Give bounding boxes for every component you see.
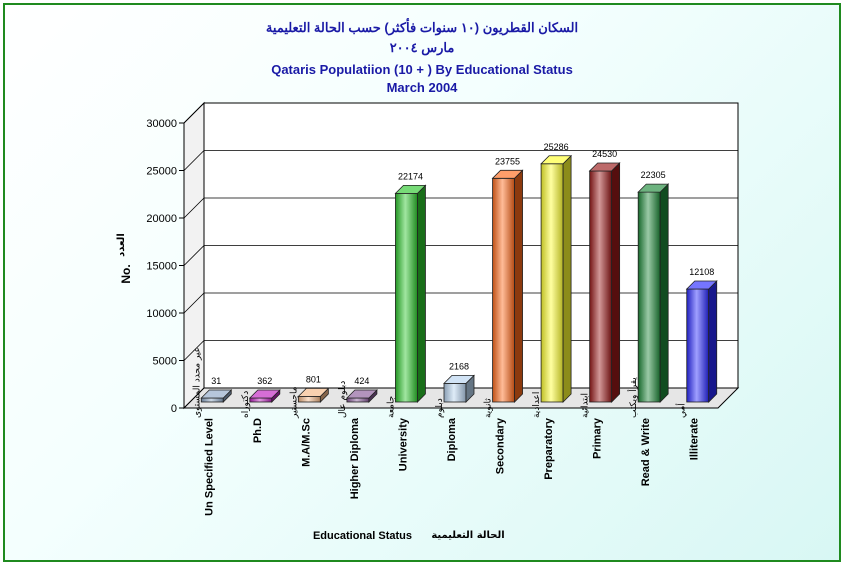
bar-front <box>346 397 370 403</box>
bar-7 <box>491 169 524 403</box>
data-label: 31 <box>211 376 221 386</box>
y-tick-label: 0 <box>171 403 177 415</box>
bar-top <box>491 169 524 179</box>
chart-subtitle: March 2004 <box>386 80 458 95</box>
bar-6 <box>443 374 475 403</box>
bar-side <box>417 184 426 403</box>
bar-front <box>200 397 224 403</box>
bar-front <box>395 192 418 403</box>
data-label: 24530 <box>592 149 617 159</box>
data-label: 2168 <box>449 361 469 371</box>
data-label: 23755 <box>495 156 520 166</box>
x-tick-label-arabic: دبلوم <box>435 398 445 418</box>
data-label: 22174 <box>398 171 423 181</box>
x-tick-label-arabic: ماجستير <box>289 386 299 419</box>
y-tick-label: 25000 <box>146 166 177 178</box>
bar-side <box>514 169 523 403</box>
bar-top <box>200 389 233 399</box>
x-tick-label-arabic: دبلوم عال <box>338 381 348 418</box>
bar-3 <box>297 387 330 403</box>
bar-top <box>297 387 330 397</box>
bar-2 <box>248 389 281 403</box>
bar-9 <box>588 161 621 403</box>
bar-side <box>611 161 621 403</box>
x-tick-label-arabic: اعدادية <box>532 392 542 418</box>
bar-front <box>686 288 710 403</box>
bar-front <box>540 163 564 403</box>
bar-side <box>708 280 718 403</box>
x-tick-label: Read & Write <box>640 418 652 486</box>
bar-front <box>297 395 321 403</box>
bar-top <box>394 184 427 194</box>
bar-11 <box>685 280 718 403</box>
y-tick-label: 15000 <box>146 261 177 273</box>
data-label: 424 <box>354 376 369 386</box>
bar-top <box>345 389 378 399</box>
bar-4 <box>345 389 378 403</box>
x-tick-label: Preparatory <box>543 417 555 480</box>
x-tick-label: Secondary <box>495 417 507 474</box>
bar-8 <box>540 154 573 403</box>
data-label: 12108 <box>689 267 714 277</box>
x-tick-label: M.A/M.Sc <box>300 418 312 467</box>
x-tick-label: Higher Diploma <box>349 417 361 499</box>
data-label: 25286 <box>544 142 569 152</box>
chart-title-arabic: السكان القطريون (١٠ سنوات فأكثر) حسب الح… <box>265 20 579 35</box>
y-tick-label: 5000 <box>153 356 177 368</box>
x-tick-label-arabic: غير محدد المستوى <box>192 347 202 418</box>
x-tick-label: Ph.D <box>252 418 264 443</box>
y-axis-label-arabic: العدد <box>116 233 127 257</box>
x-tick-label: Un Specified Level <box>203 418 215 516</box>
y-tick-label: 10000 <box>146 308 177 320</box>
bar-front <box>589 170 613 403</box>
bar-front <box>492 177 515 403</box>
y-axis-label: No. <box>119 264 133 283</box>
bar-side <box>562 154 572 403</box>
x-tick-label: Diploma <box>446 417 458 461</box>
bar-top <box>588 162 621 172</box>
bar-1 <box>200 389 233 403</box>
x-axis-label: Educational Status <box>313 530 412 542</box>
chart-title: Qataris Populatiion (10 + ) By Education… <box>271 62 573 77</box>
data-label: 22305 <box>641 170 666 180</box>
x-tick-label-arabic: ثانوية <box>484 398 494 418</box>
bar-side <box>659 183 669 403</box>
x-tick-label: Illiterate <box>689 418 701 460</box>
x-tick-label-arabic: أمي <box>676 403 688 418</box>
data-label: 801 <box>306 374 321 384</box>
x-tick-label-arabic: يقرأ ويكتب <box>627 377 639 418</box>
x-tick-label-arabic: ابتدائية <box>581 393 591 418</box>
x-tick-label: Primary <box>592 417 604 459</box>
bar-10 <box>637 183 670 403</box>
y-tick-label: 30000 <box>146 118 177 130</box>
bar-top <box>443 375 475 384</box>
x-axis-label-arabic: الحالة التعليمية <box>431 530 504 541</box>
bar-top <box>540 155 573 165</box>
x-tick-label-arabic: دكتوراه <box>241 391 251 418</box>
data-label: 362 <box>257 376 272 386</box>
gridline <box>183 102 738 124</box>
bar-front <box>637 191 661 403</box>
chart-subtitle-arabic: مارس ٢٠٠٤ <box>389 40 455 55</box>
gridline <box>183 150 738 171</box>
bar-top <box>248 389 281 399</box>
x-tick-label-arabic: جامعة <box>386 396 396 418</box>
bar-top <box>637 183 670 193</box>
y-tick-label: 20000 <box>146 213 177 225</box>
bar-5 <box>394 184 427 403</box>
bar-top <box>685 280 718 290</box>
bar-front <box>249 397 273 403</box>
x-tick-label: University <box>397 417 409 471</box>
bar-front <box>443 383 467 403</box>
